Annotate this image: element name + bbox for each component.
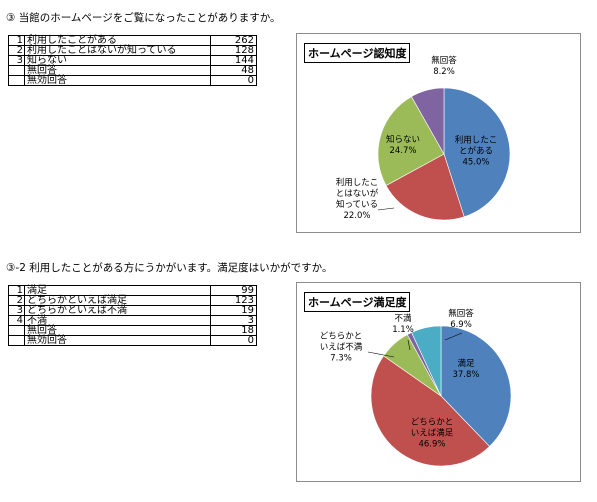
satisfaction-data-label: どちらかと いえば不満 7.3%	[319, 331, 363, 364]
awareness-slice-3	[411, 87, 445, 156]
satisfaction-slice-4	[411, 325, 442, 397]
satisfaction-data-label: どちらかと いえば満足 46.9%	[410, 417, 454, 450]
satisfaction-slice-0	[440, 325, 512, 447]
awareness-slice-0	[443, 87, 511, 218]
row-count: 0	[210, 75, 257, 86]
q1-results-table: 1 利用したことがある 262 2 利用したことはないが知っている 128 3 …	[8, 35, 257, 86]
question-2-heading: ③-2 利用したことがある方にうかがいます。満足度はいかがですか。	[6, 262, 333, 274]
q2-results-table: 1 満足 99 2 どちらかといえば満足 123 3 どちらかといえば不満 19…	[8, 285, 257, 346]
satisfaction-leader-line	[367, 351, 395, 358]
awareness-data-label: 利用したこ とはないが 知っている 22.0%	[335, 178, 379, 221]
awareness-leader-line	[377, 207, 395, 211]
satisfaction-leader-line	[444, 332, 463, 341]
satisfaction-slice-1	[370, 355, 490, 467]
awareness-data-label: 無回答 8.2%	[431, 56, 457, 77]
table-row: 無効回答 0	[8, 75, 257, 86]
satisfaction-chart-title: ホームページ満足度	[304, 292, 411, 312]
awareness-chart-title: ホームページ認知度	[304, 43, 411, 63]
awareness-data-label: 知らない 24.7%	[385, 135, 421, 156]
satisfaction-data-label: 不満 1.1%	[392, 314, 414, 335]
satisfaction-data-label: 無回答 6.9%	[448, 309, 474, 330]
table-row: 無効回答 0	[8, 335, 257, 346]
awareness-slice-2	[377, 96, 445, 186]
row-count: 0	[210, 335, 257, 346]
satisfaction-leader-line	[407, 339, 411, 351]
awareness-data-label: 利用したこ とがある 45.0%	[454, 135, 498, 168]
satisfaction-data-label: 満足 37.8%	[452, 359, 480, 380]
awareness-slice-1	[385, 153, 465, 221]
question-1-heading: ③ 当館のホームページをご覧になったことがありますか。	[6, 12, 281, 24]
